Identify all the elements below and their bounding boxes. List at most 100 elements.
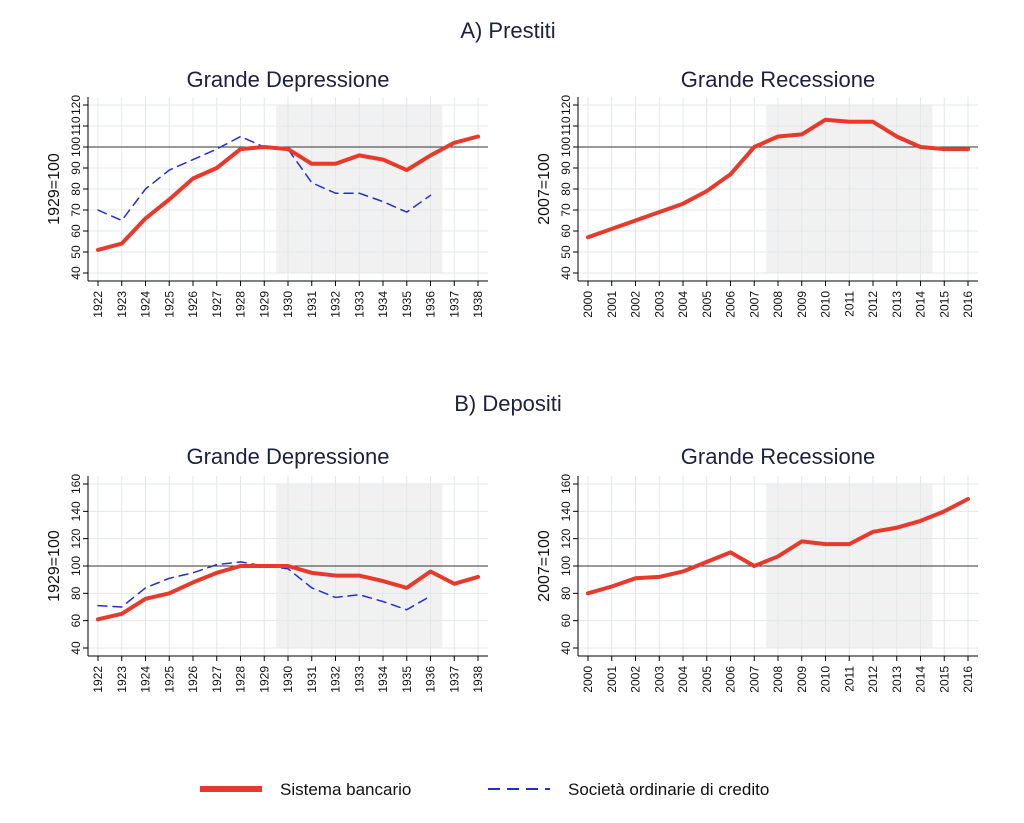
series-line-sistema-bancario <box>96 134 480 252</box>
y-tick-label: 50 <box>69 245 83 259</box>
y-tick-label: 70 <box>69 203 83 217</box>
x-tick-label: 2001 <box>605 291 619 318</box>
x-tick-label: 2014 <box>914 666 928 693</box>
x-tick-label: 1928 <box>234 291 248 318</box>
y-tick-label: 60 <box>69 614 83 628</box>
x-tick-label: 1922 <box>91 291 105 318</box>
x-tick-label: 2004 <box>676 666 690 693</box>
y-axis-label: 2007=100 <box>536 153 553 225</box>
x-tick-label: 1936 <box>424 291 438 318</box>
x-tick-label: 1925 <box>162 666 176 693</box>
x-tick-label: 2008 <box>771 666 785 693</box>
x-tick-label: 2015 <box>937 666 951 693</box>
x-tick-label: 2006 <box>724 291 738 318</box>
x-tick-label: 2014 <box>914 291 928 318</box>
x-tick-label: 1932 <box>329 666 343 693</box>
chart-panel-3: 40 60 80 100 120 140 160 1922 1923 1924 1925 1926 19… <box>46 444 488 693</box>
chart-title: Grande Depressione <box>186 67 389 92</box>
x-tick-label: 2012 <box>866 666 880 693</box>
x-tick-label: 2009 <box>795 291 809 318</box>
x-tick-label: 1924 <box>139 666 153 693</box>
x-tick-label: 1930 <box>281 291 295 318</box>
y-tick-label: 90 <box>559 161 573 175</box>
x-tick-label: 1933 <box>352 291 366 318</box>
y-tick-label: 50 <box>559 245 573 259</box>
series-line-societa-ordinarie <box>97 561 432 611</box>
x-tick-label: 2016 <box>961 291 975 318</box>
x-tick-label: 2002 <box>629 666 643 693</box>
series-line-sistema-bancario <box>586 117 970 240</box>
x-tick-label: 2012 <box>866 291 880 318</box>
x-tick-label: 1937 <box>447 291 461 318</box>
x-tick-label: 1931 <box>305 291 319 318</box>
legend-label-societa-ordinarie: Società ordinarie di credito <box>568 780 769 799</box>
x-tick-label: 2013 <box>890 291 904 318</box>
series-line-sistema-bancario <box>586 497 970 596</box>
y-axis-label: 1929=100 <box>46 530 63 602</box>
x-tick-label: 1931 <box>305 666 319 693</box>
x-tick-label: 1935 <box>400 666 414 693</box>
x-tick-label: 1938 <box>471 666 485 693</box>
y-tick-label: 60 <box>559 224 573 238</box>
y-tick-label: 100 <box>559 556 573 576</box>
y-tick-label: 40 <box>69 266 83 280</box>
y-tick-label: 140 <box>559 501 573 521</box>
x-tick-label: 1938 <box>471 291 485 318</box>
x-tick-label: 2015 <box>937 291 951 318</box>
x-tick-label: 2005 <box>700 291 714 318</box>
y-tick-label: 70 <box>559 203 573 217</box>
x-tick-label: 2011 <box>842 291 856 317</box>
y-tick-label: 140 <box>69 501 83 521</box>
y-tick-label: 120 <box>69 95 83 115</box>
x-tick-label: 2010 <box>819 666 833 693</box>
x-tick-label: 2010 <box>819 291 833 318</box>
x-tick-label: 2016 <box>961 666 975 693</box>
chart-title: Grande Depressione <box>186 444 389 469</box>
x-tick-label: 2003 <box>652 666 666 693</box>
legend-label-sistema-bancario: Sistema bancario <box>280 780 411 799</box>
x-tick-label: 1932 <box>329 291 343 318</box>
y-tick-label: 40 <box>69 641 83 655</box>
x-tick-label: 2009 <box>795 666 809 693</box>
y-tick-label: 120 <box>559 95 573 115</box>
y-tick-label: 90 <box>69 161 83 175</box>
x-tick-label: 1928 <box>234 666 248 693</box>
x-tick-label: 1927 <box>210 291 224 318</box>
x-tick-label: 1930 <box>281 666 295 693</box>
y-tick-label: 120 <box>69 528 83 548</box>
chart-title: Grande Recessione <box>681 444 875 469</box>
series-line-sistema-bancario <box>96 564 480 622</box>
x-tick-label: 1934 <box>376 666 390 693</box>
y-tick-label: 160 <box>559 474 573 494</box>
x-tick-label: 1929 <box>257 666 271 693</box>
y-tick-label: 160 <box>69 474 83 494</box>
x-tick-label: 1936 <box>424 666 438 693</box>
x-tick-label: 2007 <box>747 666 761 693</box>
section-title-prestiti: A) Prestiti <box>460 18 555 43</box>
y-axis-label: 2007=100 <box>536 530 553 602</box>
legend: Sistema bancario Società ordinarie di cr… <box>200 780 769 799</box>
x-tick-label: 1937 <box>447 666 461 693</box>
y-axis-label: 1929=100 <box>46 153 63 225</box>
x-tick-label: 2013 <box>890 666 904 693</box>
x-tick-label: 1934 <box>376 291 390 318</box>
x-tick-label: 1923 <box>115 666 129 693</box>
x-tick-label: 1926 <box>186 666 200 693</box>
x-tick-label: 2000 <box>581 291 595 318</box>
x-tick-label: 2004 <box>676 291 690 318</box>
y-tick-label: 110 <box>69 116 83 135</box>
chart-panel-4: 40 60 80 100 120 140 160 2000 2001 2002 2003 2004 20… <box>536 444 978 693</box>
y-tick-label: 120 <box>559 528 573 548</box>
x-tick-label: 2001 <box>605 666 619 693</box>
x-tick-label: 2008 <box>771 291 785 318</box>
x-tick-label: 1933 <box>352 666 366 693</box>
y-tick-label: 80 <box>69 586 83 600</box>
y-tick-label: 80 <box>559 182 573 196</box>
y-tick-label: 100 <box>559 137 573 157</box>
x-tick-label: 2007 <box>747 291 761 318</box>
